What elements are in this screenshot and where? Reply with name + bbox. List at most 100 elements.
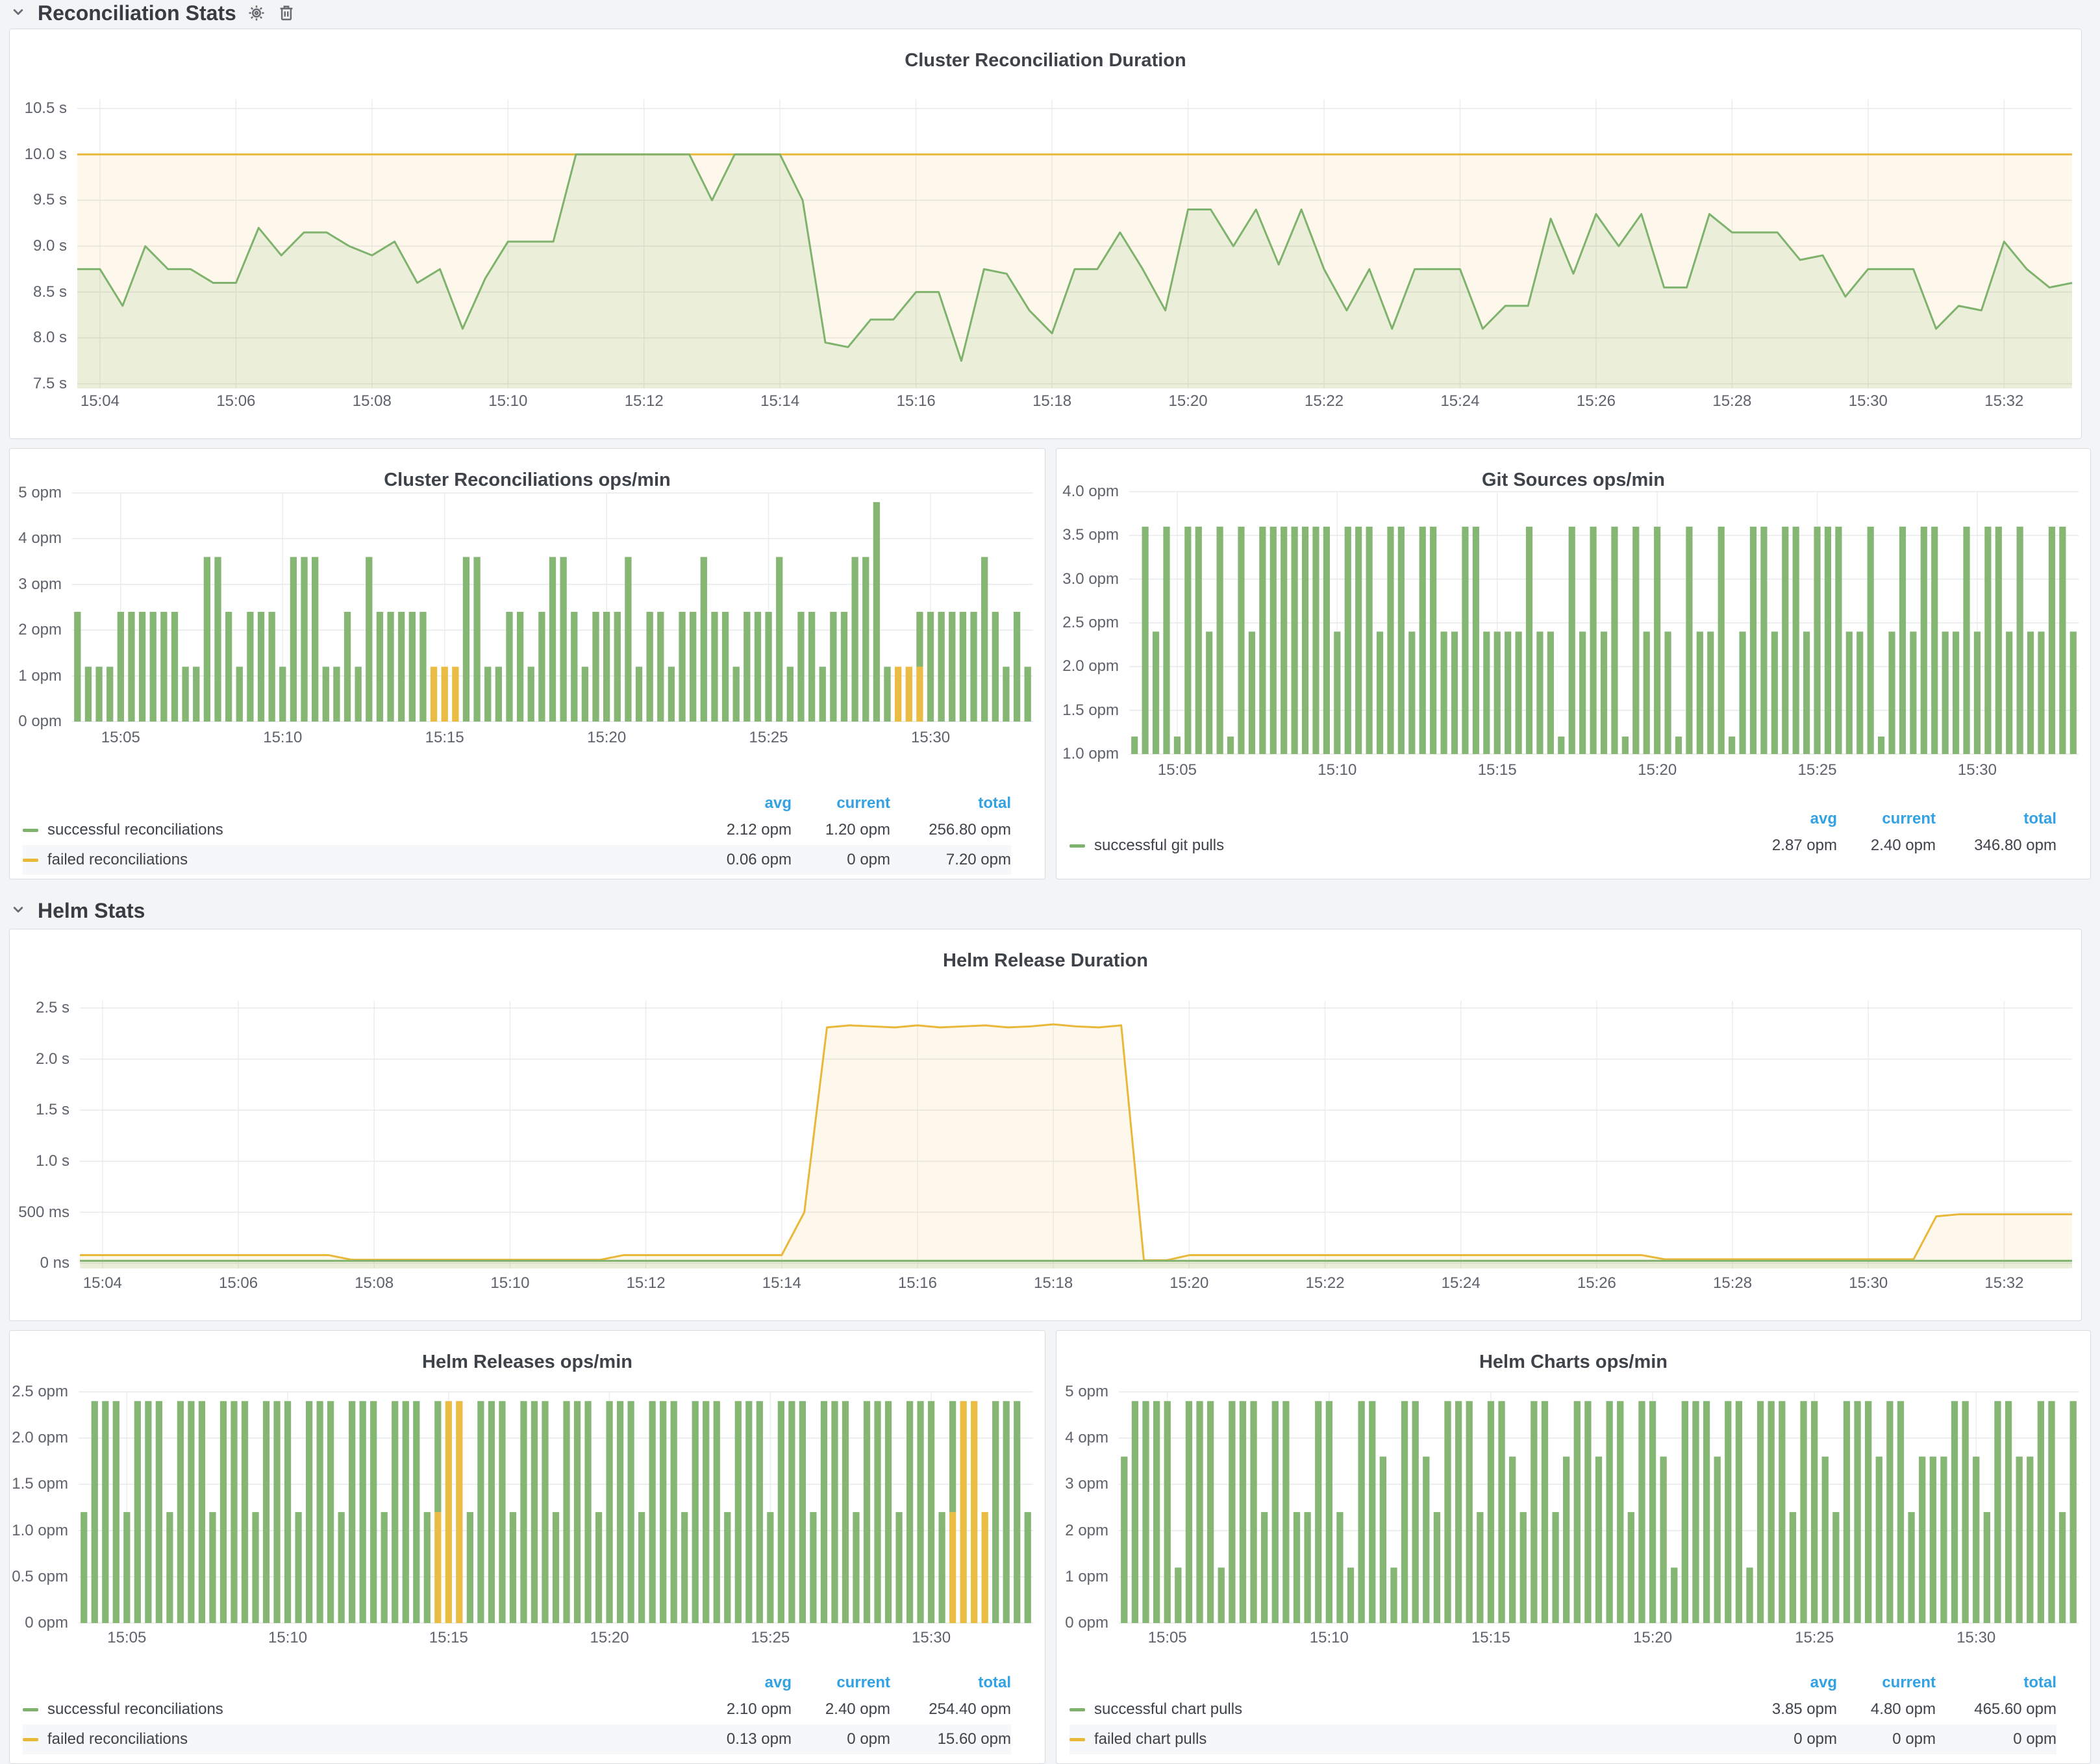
bar-success [808, 612, 816, 722]
chevron-down-icon[interactable] [9, 3, 27, 24]
bar-success [754, 612, 762, 722]
gear-icon[interactable] [247, 3, 266, 23]
bar-success [2069, 1401, 2077, 1623]
plot-area[interactable] [10, 449, 1045, 879]
plot-area[interactable] [1056, 1331, 2091, 1764]
legend-sort-current[interactable]: current [1882, 1674, 1936, 1691]
bar-success [1304, 1512, 1311, 1623]
plot-area[interactable] [10, 929, 2082, 1321]
bar-success [209, 1512, 216, 1623]
legend-sort-current[interactable]: current [836, 1674, 890, 1691]
bar-success [355, 666, 362, 722]
series-name[interactable]: successful git pulls [1094, 837, 1225, 854]
series-name[interactable]: successful chart pulls [1094, 1700, 1243, 1718]
bar-success [1735, 1401, 1743, 1623]
bar-success [584, 1401, 592, 1623]
series-name[interactable]: failed reconciliations [47, 1730, 188, 1748]
bar-success [1963, 526, 1970, 754]
row-title[interactable]: Reconciliation Stats [38, 1, 236, 25]
bar-success [268, 612, 275, 722]
bar-success [338, 1512, 345, 1623]
legend-row: failed reconciliations 0.13 opm 0 opm 15… [23, 1724, 1011, 1754]
panel-title[interactable]: Helm Releases ops/min [422, 1352, 632, 1372]
bar-success [1760, 526, 1768, 754]
row-title[interactable]: Helm Stats [38, 898, 145, 922]
series-name[interactable]: failed chart pulls [1094, 1730, 1207, 1748]
bar-success [949, 612, 956, 722]
panel-title[interactable]: Helm Release Duration [943, 950, 1148, 971]
bar-success [1563, 1456, 1570, 1623]
bar-success [1239, 1401, 1247, 1623]
series-marker [23, 858, 38, 862]
plot-area[interactable] [10, 1331, 1045, 1764]
bar-success [1323, 526, 1330, 754]
bar-success [1195, 526, 1202, 754]
bar-success [1508, 1456, 1516, 1623]
row-header-helm-stats[interactable]: Helm Stats [9, 898, 145, 924]
plot-area[interactable] [10, 29, 2082, 439]
legend-sort-total[interactable]: total [2023, 810, 2056, 827]
series-name[interactable]: successful reconciliations [47, 821, 223, 838]
row-header-reconciliation-stats[interactable]: Reconciliation Stats [9, 0, 296, 26]
bar-success [1451, 631, 1458, 754]
bar-success [830, 612, 837, 722]
bar-success [95, 666, 103, 722]
legend-sort-avg[interactable]: avg [764, 1674, 792, 1691]
legend-header: avg current total [1069, 1671, 2056, 1695]
panel-title[interactable]: Git Sources ops/min [1482, 470, 1665, 490]
series-marker [1069, 1707, 1085, 1711]
bar-success [1671, 1567, 1678, 1623]
y-axis-label: 4 opm [1065, 1429, 1108, 1447]
panel-title[interactable]: Cluster Reconciliation Duration [905, 50, 1186, 71]
plot-area[interactable] [1056, 449, 2091, 879]
bar-success [145, 1401, 152, 1623]
panel-cluster-reconciliation-duration: Cluster Reconciliation Duration 7.5 s 8.0… [9, 29, 2082, 439]
bar-success [1498, 1401, 1505, 1623]
legend-value-total: 15.60 opm [937, 1730, 1011, 1748]
bar-success [1462, 526, 1469, 754]
x-axis-label: 15:26 [1576, 392, 1616, 410]
legend-sort-avg[interactable]: avg [764, 794, 792, 812]
bar-success [499, 1401, 506, 1623]
bar-success [638, 1512, 645, 1623]
bar-failed [905, 666, 912, 722]
bar-success [392, 1401, 399, 1623]
legend-sort-avg[interactable]: avg [1810, 1674, 1837, 1691]
legend-sort-current[interactable]: current [836, 794, 890, 812]
series-marker [23, 1737, 38, 1741]
bar-success [786, 666, 794, 722]
bar-success [402, 1401, 409, 1623]
bar-success [916, 612, 923, 667]
bar-success [745, 1401, 753, 1623]
legend-sort-current[interactable]: current [1882, 810, 1936, 827]
bar-success [542, 1401, 549, 1623]
x-axis-label: 15:30 [1849, 1274, 1888, 1292]
x-axis-label: 15:28 [1713, 1274, 1753, 1292]
bar-success [1206, 631, 1213, 754]
bar-success [1229, 1401, 1236, 1623]
bar-success [1390, 1567, 1397, 1623]
panel-title[interactable]: Cluster Reconciliations ops/min [384, 470, 671, 490]
bar-success [1334, 631, 1341, 754]
trash-icon[interactable] [277, 3, 296, 23]
legend-sort-avg[interactable]: avg [1810, 810, 1837, 827]
x-axis-label: 15:05 [107, 1629, 147, 1646]
y-axis-label: 8.0 s [32, 329, 67, 347]
bar-success [970, 612, 977, 722]
bar-success [376, 612, 384, 722]
bar-success [734, 1401, 742, 1623]
panel-title[interactable]: Helm Charts ops/min [1479, 1352, 1668, 1372]
bar-success [851, 557, 858, 722]
series-name[interactable]: failed reconciliations [47, 851, 188, 868]
chevron-down-icon[interactable] [9, 900, 27, 922]
bar-success [1638, 1401, 1645, 1623]
bar-success [1477, 1512, 1484, 1623]
legend-sort-total[interactable]: total [978, 794, 1011, 812]
bar-success [1973, 1456, 1980, 1623]
series-name[interactable]: successful reconciliations [47, 1700, 223, 1718]
legend-sort-total[interactable]: total [978, 1674, 1011, 1691]
bar-success [863, 1401, 871, 1623]
bar-success [1962, 1401, 1969, 1623]
y-axis-label: 1 opm [1065, 1567, 1108, 1585]
legend-sort-total[interactable]: total [2023, 1674, 2056, 1691]
